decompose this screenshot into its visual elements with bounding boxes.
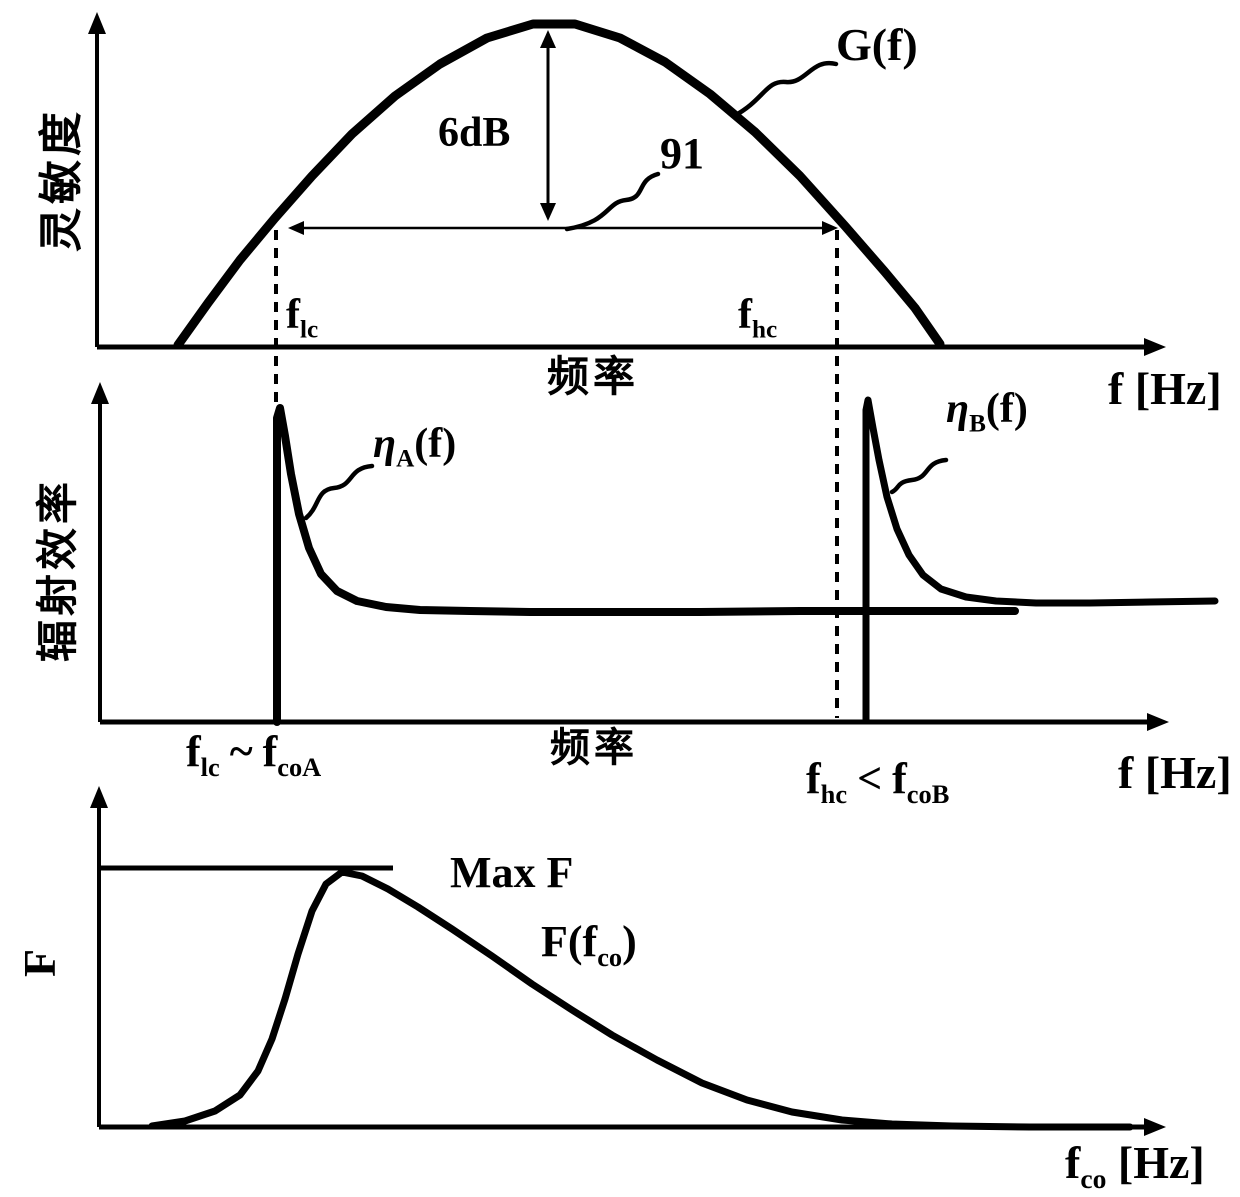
curve-G(f) — [173, 19, 945, 350]
top-x-axis-label: 频率 — [547, 352, 640, 401]
curve-F(f_co) — [148, 868, 1134, 1131]
cutoff-b-f1: f — [806, 754, 821, 803]
middle-x-unit-label: f [Hz] — [1118, 747, 1232, 798]
curve-η_B(f) — [862, 396, 1219, 724]
middle-x-axis-arrowhead — [1147, 713, 1169, 731]
fco-sub: co — [1080, 1163, 1107, 1195]
cutoff-a-label: flc ~ fcoA — [186, 727, 321, 780]
f-fco-sub: co — [597, 941, 623, 972]
fco-rest: [Hz] — [1106, 1137, 1205, 1188]
eta-a-sub: A — [396, 445, 415, 473]
bottom-x-unit-label: fco [Hz] — [1065, 1137, 1205, 1193]
eta-b-base: η — [946, 386, 970, 432]
6db-span-arrow-up-arrowhead — [540, 30, 556, 48]
f-fco-curve-label: F(fco) — [541, 917, 637, 970]
91-leader — [564, 171, 661, 232]
f-hc-label: fhc — [738, 292, 777, 342]
cutoff-b-f2: f — [892, 754, 907, 803]
cutoff-a-operator: ~ — [229, 727, 253, 776]
top-y-axis-label: 灵敏度 — [36, 108, 87, 252]
eta-b-leader — [889, 457, 949, 495]
eta-a-label: ηA(f) — [373, 421, 457, 471]
bandwidth-91-arrow-left-arrowhead — [288, 221, 304, 235]
cutoff-a-sub2: coA — [277, 751, 322, 782]
ref-number-91: 91 — [660, 129, 704, 178]
middle-y-axis-label: 辐射效率 — [33, 477, 82, 663]
bandwidth-91-arrow-right-arrowhead — [822, 221, 838, 235]
bottom-y-axis-label: F — [14, 948, 65, 978]
bottom-y-axis-arrowhead — [90, 786, 108, 808]
curve-η_A(f) — [273, 404, 1019, 726]
eta-a-rest: (f) — [414, 421, 457, 467]
f-fco-base: F(f — [541, 917, 598, 966]
cutoff-a-sub1: lc — [200, 751, 220, 782]
cutoff-b-label: fhc < fcoB — [806, 754, 949, 807]
f-lc-sub: lc — [300, 316, 319, 344]
cutoff-b-operator: < — [857, 754, 883, 803]
eta-a-leader — [303, 463, 375, 521]
top-x-axis-arrowhead — [1144, 338, 1166, 356]
f-lc-label: flc — [286, 292, 318, 342]
eta-b-rest: (f) — [985, 386, 1028, 432]
f-hc-base: f — [738, 292, 752, 338]
cutoff-a-f1: f — [186, 727, 201, 776]
cutoff-a-f2: f — [262, 727, 278, 776]
top-y-axis-arrowhead — [88, 12, 106, 34]
cutoff-b-sub2: coB — [906, 778, 950, 809]
gf-leader — [731, 60, 839, 119]
6db-label: 6dB — [438, 110, 511, 156]
eta-b-sub: B — [969, 410, 986, 438]
max-f-label: Max F — [450, 848, 574, 897]
cutoff-b-sub1: hc — [820, 778, 848, 809]
bottom-x-axis-arrowhead — [1144, 1118, 1166, 1136]
fco-base: f — [1065, 1137, 1081, 1188]
gf-curve-label: G(f) — [836, 19, 918, 70]
f-fco-rest: ) — [622, 917, 637, 966]
6db-span-arrow-down-arrowhead — [540, 203, 556, 221]
top-x-unit-label: f [Hz] — [1108, 363, 1222, 414]
middle-x-axis-label: 频率 — [550, 725, 638, 771]
f-lc-base: f — [286, 292, 300, 338]
eta-b-label: ηB(f) — [946, 386, 1028, 436]
f-hc-sub: hc — [752, 316, 778, 344]
eta-a-base: η — [373, 421, 397, 467]
middle-y-axis-arrowhead — [91, 382, 109, 404]
